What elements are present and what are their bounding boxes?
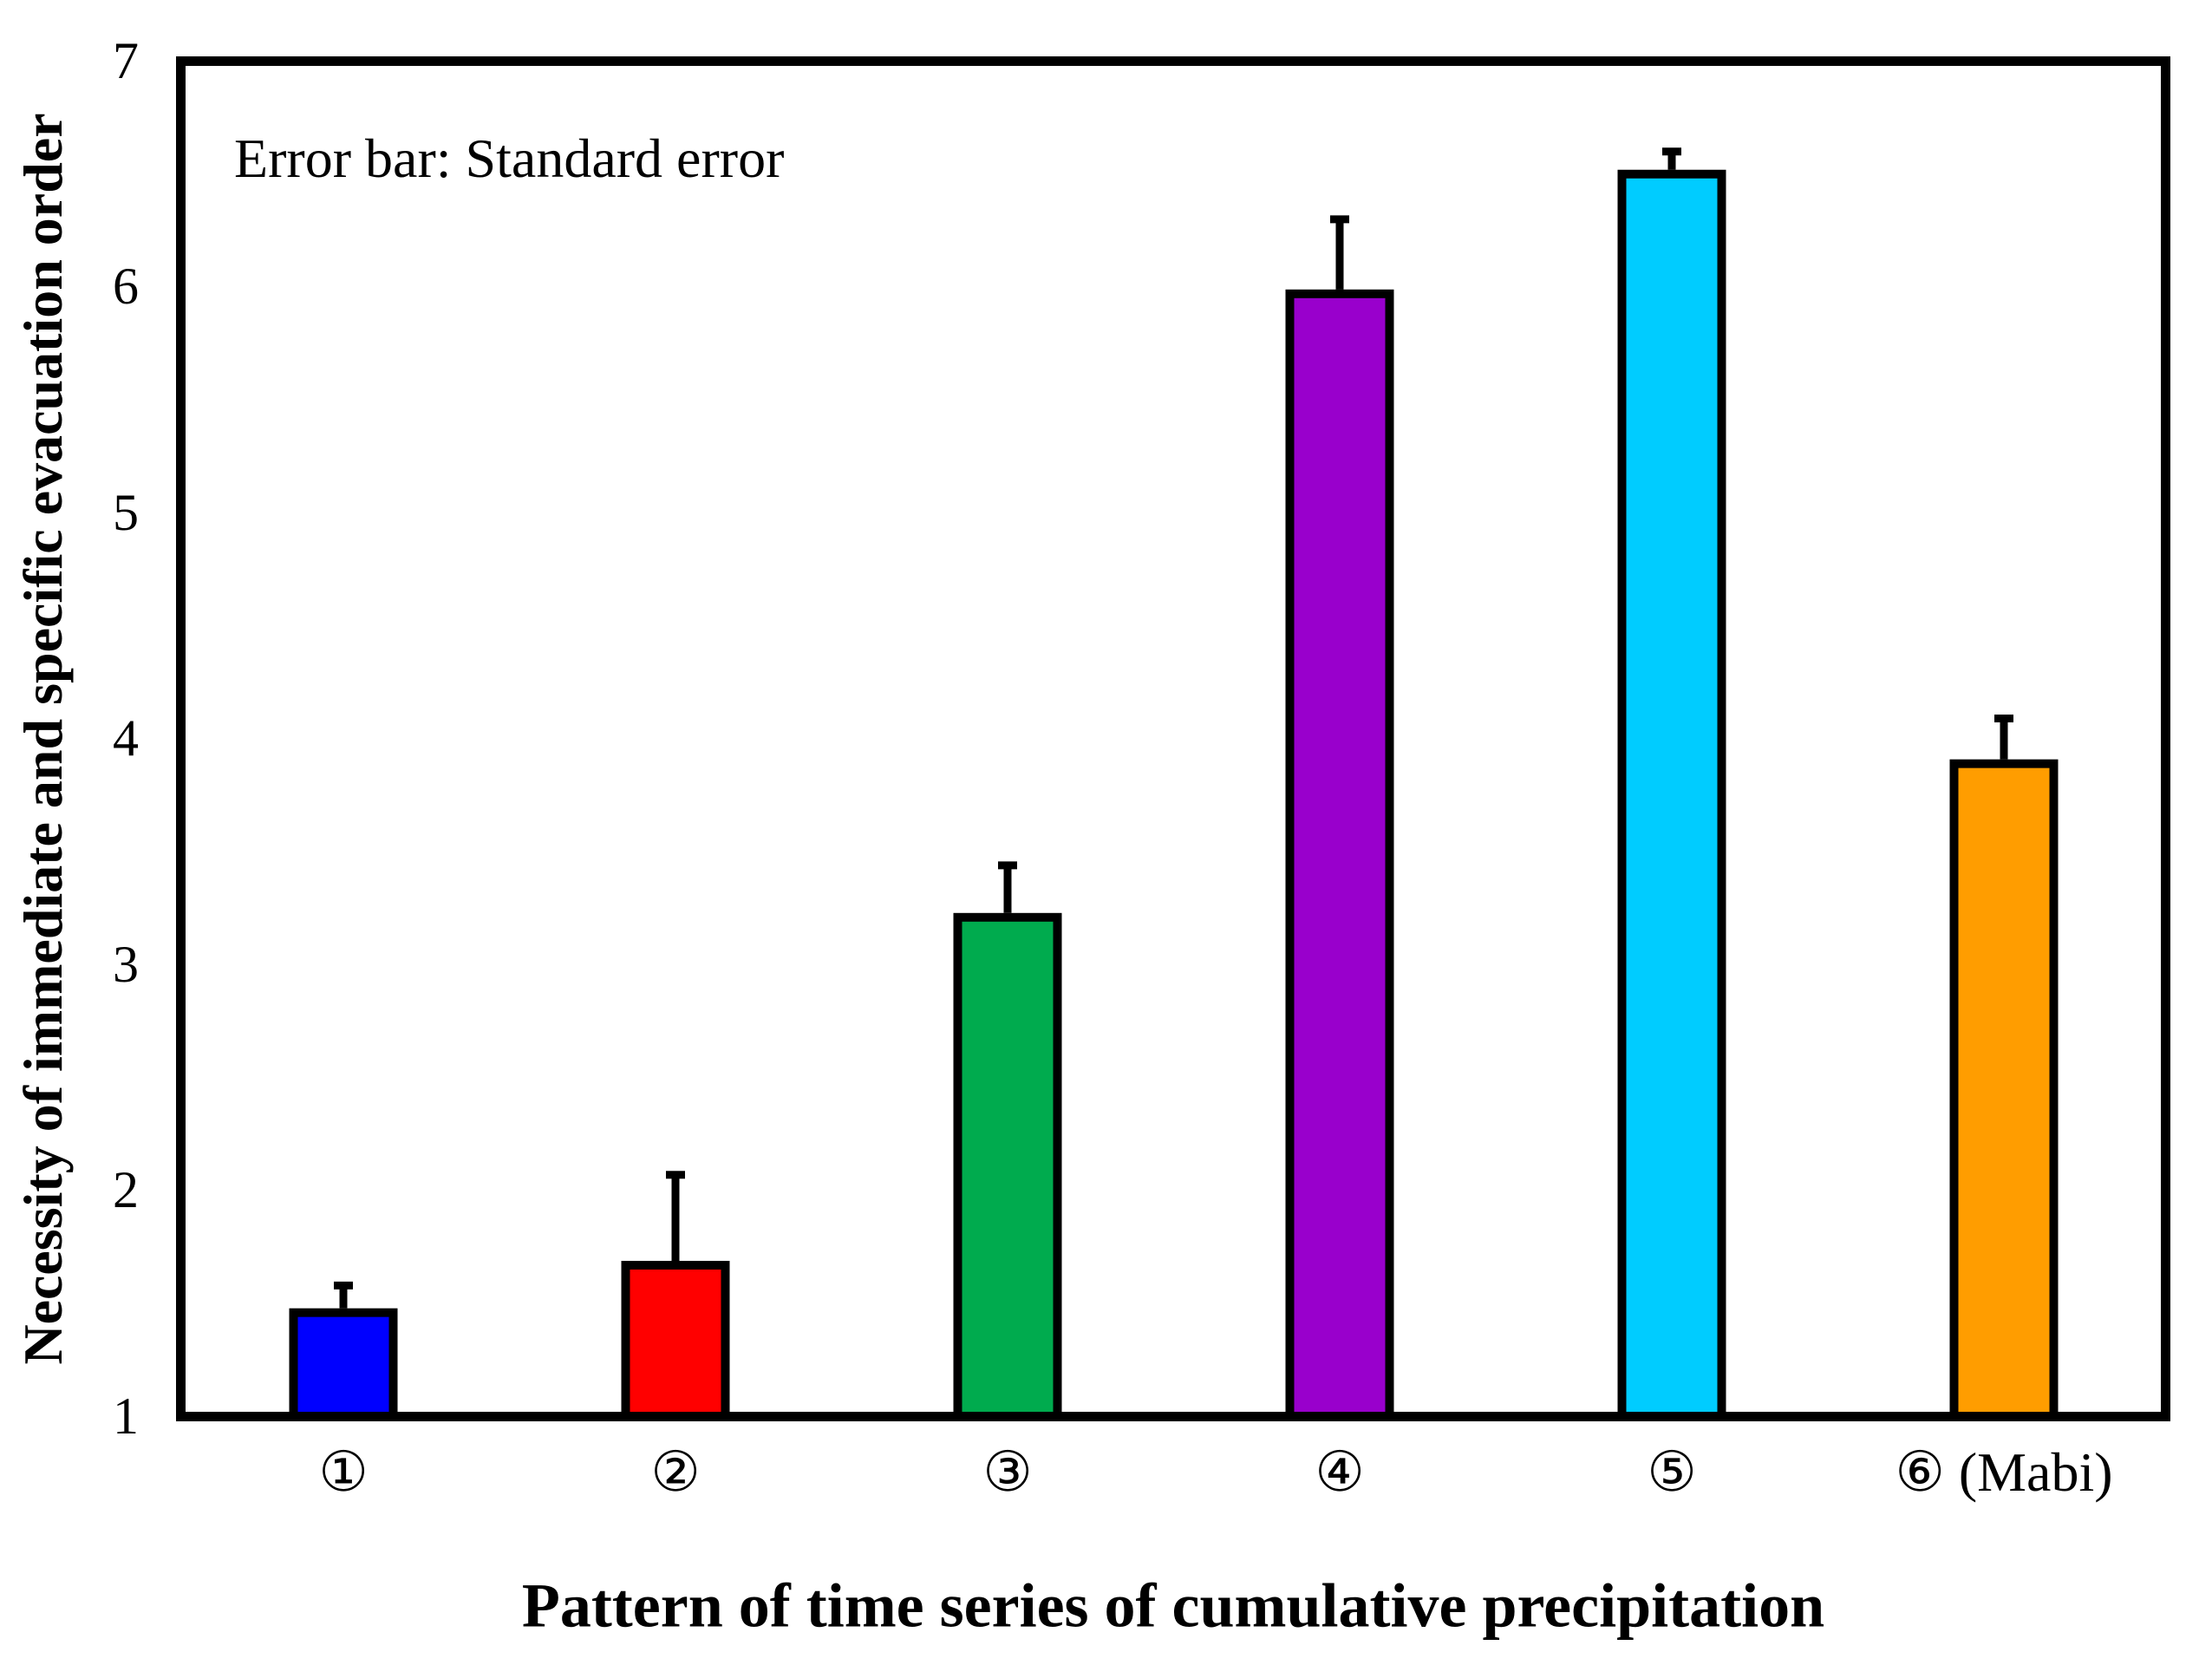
x-axis-title: Pattern of time series of cumulative pre…	[521, 1570, 1825, 1641]
plot-frame	[176, 56, 2170, 1421]
error-bar-annotation: Error bar: Standard error	[234, 127, 785, 189]
y-tick-label-2: 2	[113, 1160, 139, 1218]
bar-5	[1617, 169, 1726, 1421]
bar-4	[1285, 289, 1394, 1421]
x-tick-label-6: ⑥ (Mabi)	[1895, 1441, 2113, 1503]
x-tick-label-1: ①	[318, 1441, 369, 1503]
x-tick-label-2: ②	[650, 1441, 701, 1503]
y-tick-label-5: 5	[113, 483, 139, 541]
bar-3	[953, 912, 1062, 1421]
x-tick-label-4: ④	[1315, 1441, 1365, 1503]
bar-2	[621, 1260, 730, 1421]
x-tick-label-5: ⑤	[1647, 1441, 1697, 1503]
bar-1	[289, 1308, 398, 1421]
x-tick-label-3: ③	[982, 1441, 1033, 1503]
y-tick-label-1: 1	[113, 1387, 139, 1445]
y-tick-label-3: 3	[113, 935, 139, 993]
bar-6	[1949, 759, 2059, 1421]
y-tick-label-4: 4	[113, 708, 139, 767]
y-tick-label-6: 6	[113, 257, 139, 315]
y-tick-label-7: 7	[113, 31, 139, 89]
